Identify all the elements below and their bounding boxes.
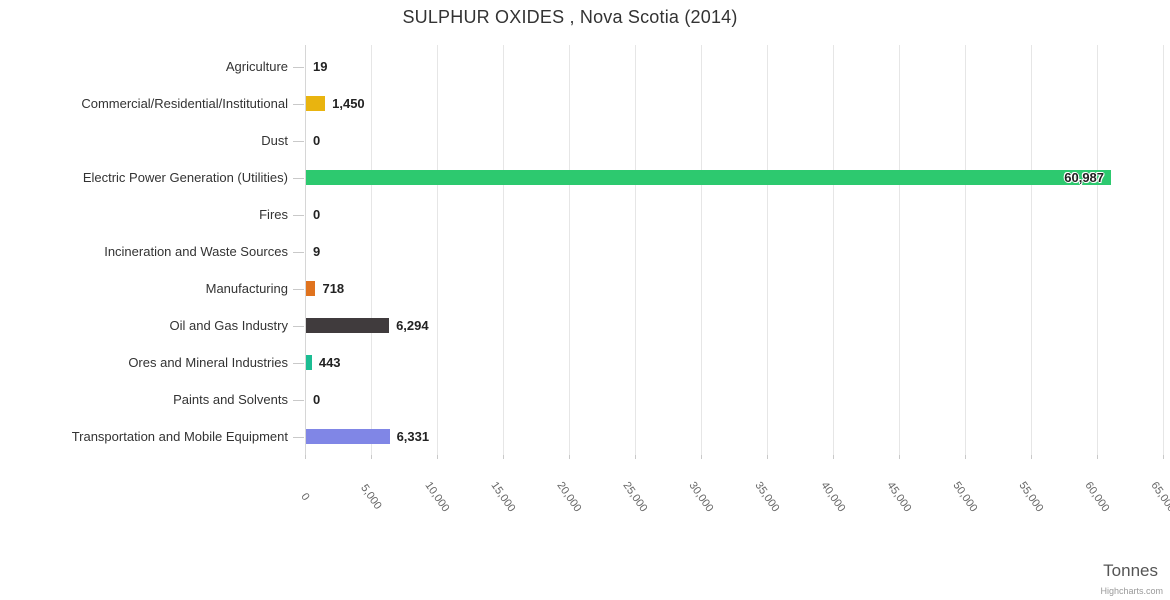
bar[interactable] — [306, 281, 316, 296]
value-label: 443 — [318, 354, 341, 370]
x-tick-mark — [833, 455, 834, 459]
value-label: 9 — [313, 243, 321, 259]
x-tick-label: 0 — [298, 491, 312, 503]
x-tick-mark — [503, 455, 504, 459]
grid-line — [833, 45, 834, 455]
grid-line — [503, 45, 504, 455]
x-tick-label: 30,000 — [686, 479, 716, 515]
category-tick-mark — [293, 67, 304, 68]
x-tick-mark — [569, 455, 570, 459]
grid-line — [1031, 45, 1032, 455]
value-label: 6,294 — [396, 317, 429, 333]
value-label: 718 — [322, 280, 345, 296]
value-label: 0 — [313, 206, 321, 222]
x-tick-mark — [1097, 455, 1098, 459]
x-tick-mark — [965, 455, 966, 459]
x-tick-label: 60,000 — [1082, 479, 1112, 515]
x-tick-label: 15,000 — [488, 479, 518, 515]
x-tick-label: 55,000 — [1016, 479, 1046, 515]
x-tick-label: 65,000 — [1148, 479, 1170, 515]
category-tick-mark — [293, 400, 304, 401]
category-tick-mark — [293, 252, 304, 253]
category-tick-mark — [293, 104, 304, 105]
grid-line — [701, 45, 702, 455]
x-tick-mark — [1163, 455, 1164, 459]
category-label: Fires — [259, 206, 288, 222]
x-tick-label: 25,000 — [620, 479, 650, 515]
value-label: 0 — [313, 391, 321, 407]
category-tick-mark — [293, 178, 304, 179]
x-tick-mark — [305, 455, 306, 459]
highcharts-credit[interactable]: Highcharts.com — [1100, 586, 1163, 596]
x-tick-label: 35,000 — [752, 479, 782, 515]
category-label: Incineration and Waste Sources — [104, 243, 288, 259]
x-tick-mark — [371, 455, 372, 459]
x-tick-mark — [1031, 455, 1032, 459]
category-label: Oil and Gas Industry — [169, 317, 289, 333]
category-label: Electric Power Generation (Utilities) — [82, 169, 288, 185]
category-label: Transportation and Mobile Equipment — [71, 428, 288, 444]
x-tick-label: 40,000 — [818, 479, 848, 515]
bar[interactable] — [306, 96, 326, 111]
bar[interactable] — [306, 355, 312, 370]
grid-line — [371, 45, 372, 455]
value-label: 60,987 — [1064, 169, 1105, 185]
value-label: 0 — [313, 132, 321, 148]
category-label: Agriculture — [225, 58, 288, 74]
category-tick-mark — [293, 326, 304, 327]
value-label: 1,450 — [332, 95, 365, 111]
category-label: Ores and Mineral Industries — [128, 354, 288, 370]
category-label: Commercial/Residential/Institutional — [81, 95, 288, 111]
grid-line — [899, 45, 900, 455]
y-axis-line — [305, 45, 306, 455]
value-label: 19 — [313, 58, 328, 74]
category-tick-mark — [293, 289, 304, 290]
grid-line — [635, 45, 636, 455]
category-tick-mark — [293, 141, 304, 142]
bar[interactable] — [306, 318, 390, 333]
category-label: Manufacturing — [205, 280, 288, 296]
grid-line — [1163, 45, 1164, 455]
x-tick-mark — [899, 455, 900, 459]
category-label: Paints and Solvents — [173, 391, 288, 407]
chart-title: SULPHUR OXIDES , Nova Scotia (2014) — [402, 7, 738, 27]
grid-line — [569, 45, 570, 455]
x-tick-label: 20,000 — [554, 479, 584, 515]
x-tick-label: 50,000 — [950, 479, 980, 515]
category-tick-mark — [293, 437, 304, 438]
bar[interactable] — [306, 170, 1112, 185]
grid-line — [1097, 45, 1098, 455]
category-label: Dust — [261, 132, 288, 148]
x-tick-label: 5,000 — [358, 482, 384, 512]
grid-line — [767, 45, 768, 455]
x-tick-mark — [701, 455, 702, 459]
x-tick-label: 10,000 — [422, 479, 452, 515]
x-tick-mark — [437, 455, 438, 459]
x-tick-label: 45,000 — [884, 479, 914, 515]
category-tick-mark — [293, 363, 304, 364]
x-axis-title: Tonnes — [1103, 561, 1158, 580]
x-tick-mark — [767, 455, 768, 459]
value-label: 6,331 — [396, 428, 430, 444]
bar[interactable] — [306, 429, 390, 444]
x-tick-mark — [635, 455, 636, 459]
grid-line — [965, 45, 966, 455]
grid-line — [437, 45, 438, 455]
category-tick-mark — [293, 215, 304, 216]
